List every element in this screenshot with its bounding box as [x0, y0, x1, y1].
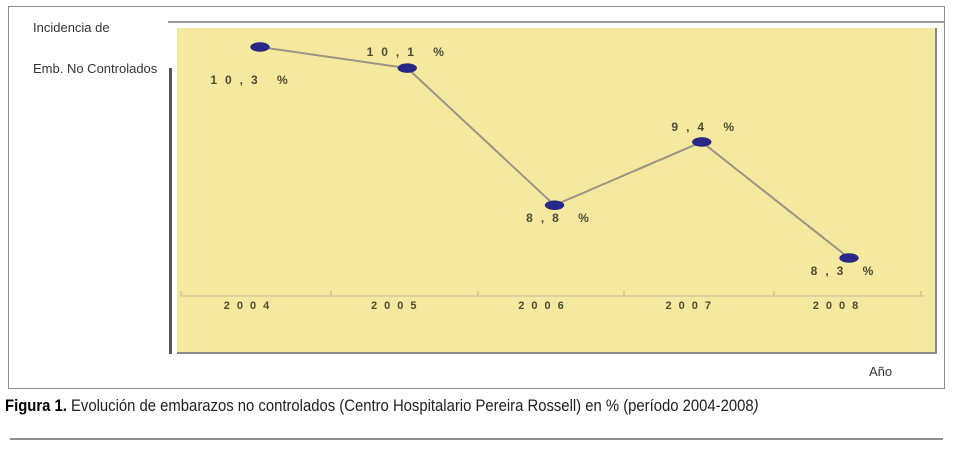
x-tick-label: 2004 [223, 300, 277, 312]
data-point-marker [397, 63, 417, 73]
plot-area: 10,3 % 10,1 % 8,8 % 9,4 % 8,3 % 2004 2005 2006 2… [177, 28, 937, 354]
data-point-label: 10,3 % [210, 73, 296, 87]
figure-caption: Figura 1. Evolución de embarazos no cont… [5, 397, 950, 416]
x-axis-title: Año [869, 364, 893, 379]
x-tick-label: 2006 [518, 300, 571, 312]
line-chart-svg [180, 42, 925, 297]
y-axis-line [169, 68, 172, 354]
figure-caption-label: Figura 1. [5, 397, 67, 415]
x-tick-label: 2007 [665, 300, 718, 312]
y-axis-title-line2: Emb. No Controlados [33, 61, 158, 76]
data-point-label: 9,4 % [671, 119, 743, 134]
x-tick-label: 2005 [371, 300, 424, 312]
bottom-divider [10, 438, 943, 440]
figure-border-box: Incidencia de Emb. No Controlados 10,3 %… [8, 6, 945, 389]
x-tick-label: 2008 [812, 300, 866, 312]
data-point-label: 8,3 % [810, 264, 882, 278]
data-point-label: 10,1 % [366, 45, 452, 60]
data-point-marker [692, 137, 712, 147]
data-point-label: 8,8 % [526, 211, 597, 226]
figure-caption-text: Evolución de embarazos no controlados (C… [66, 397, 754, 415]
chart-frame-top-line [168, 21, 945, 23]
figure-caption-suffix: ) [753, 397, 759, 415]
data-point-marker [250, 42, 270, 52]
data-point-marker [544, 200, 565, 210]
chart-label-layer: 10,3 % 10,1 % 8,8 % 9,4 % 8,3 % 2004 2005 2006 2… [177, 28, 935, 352]
y-axis-title-line1: Incidencia de [33, 20, 110, 35]
data-point-marker [839, 253, 859, 263]
